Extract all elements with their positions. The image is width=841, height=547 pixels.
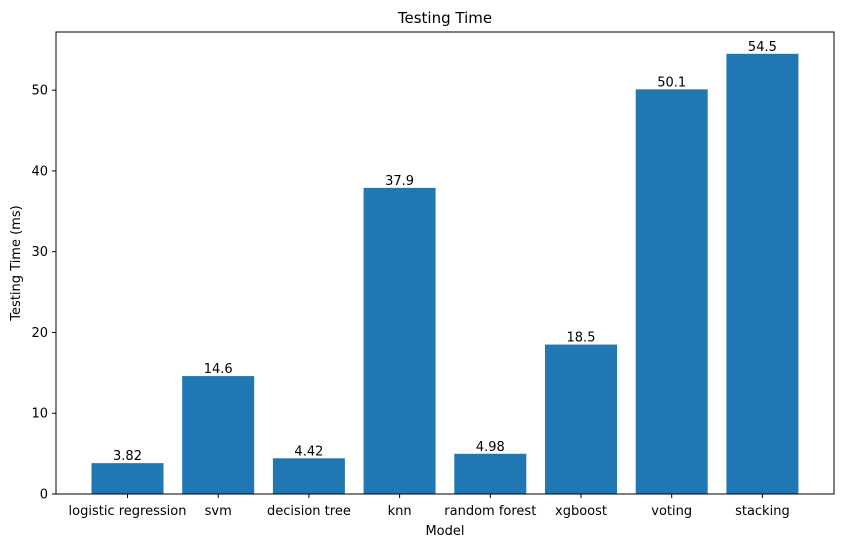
x-tick-label: random forest (444, 504, 536, 519)
x-tick-label: voting (651, 504, 692, 519)
x-tick-label: logistic regression (69, 504, 187, 519)
y-tick-label: 10 (31, 407, 48, 422)
bar (545, 344, 617, 494)
bar (272, 458, 345, 494)
bar-value-label: 50.1 (657, 75, 686, 90)
bar (726, 53, 799, 495)
bar (454, 453, 527, 494)
x-tick-label: knn (388, 504, 412, 519)
bar-value-label: 54.5 (748, 40, 777, 55)
x-tick-label: xgboost (555, 504, 607, 519)
bar (363, 187, 436, 494)
bar-value-label: 4.98 (476, 440, 505, 455)
bar (635, 89, 708, 494)
bar-value-label: 18.5 (567, 331, 596, 346)
x-tick-label: stacking (735, 504, 790, 519)
bar-value-labels: 3.82 14.6 4.42 37.9 4.98 18.5 50.1 54.5 (113, 40, 777, 464)
bar-value-label: 14.6 (204, 362, 233, 377)
y-tick-label: 20 (31, 326, 48, 341)
y-axis-label: Testing Time (ms) (9, 205, 24, 321)
bar (91, 463, 164, 494)
x-axis-label: Model (425, 524, 464, 539)
y-tick-label: 40 (31, 164, 48, 179)
bar-value-label: 3.82 (113, 449, 142, 464)
y-tick-label: 50 (31, 84, 48, 99)
plot-frame (55, 31, 835, 495)
x-axis-ticks: logistic regression svm decision tree knn ra… (69, 494, 790, 519)
bars-group (91, 53, 799, 495)
x-tick-label: svm (205, 504, 232, 519)
x-tick-label: decision tree (267, 504, 351, 519)
bar (182, 376, 255, 494)
y-tick-label: 0 (40, 488, 48, 503)
bar-value-label: 37.9 (385, 174, 414, 189)
chart-title: Testing Time (397, 9, 492, 27)
y-axis-ticks: 0 10 20 30 40 50 (31, 84, 56, 503)
bar-value-label: 4.42 (294, 444, 323, 459)
y-tick-label: 30 (31, 245, 48, 260)
